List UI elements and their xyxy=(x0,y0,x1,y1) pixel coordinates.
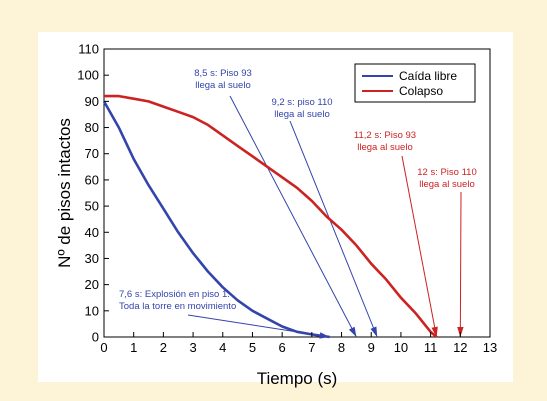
y-tick-label: 30 xyxy=(85,251,99,266)
x-tick-label: 0 xyxy=(100,340,107,355)
series-line-colapso xyxy=(104,94,438,338)
x-axis-label: Tiempo (s) xyxy=(257,369,338,388)
legend: Caída libre Colapso xyxy=(354,63,476,103)
annotation-arrowhead xyxy=(431,326,438,337)
annotation-text: 9,2 s: piso 110 xyxy=(271,97,332,108)
legend-box xyxy=(354,63,476,103)
y-tick-label: 20 xyxy=(85,277,99,292)
x-tick-label: 4 xyxy=(219,340,226,355)
annotation-text: 12 s: Piso 110 xyxy=(417,167,477,178)
legend-label-caida-libre: Caída libre xyxy=(399,69,457,83)
x-tick-label: 10 xyxy=(394,340,408,355)
x-tick-label: 6 xyxy=(279,340,286,355)
x-tick-label: 9 xyxy=(368,340,375,355)
y-tick-label: 110 xyxy=(78,42,99,57)
y-tick-label: 50 xyxy=(85,199,99,214)
annotation-text: 8,5 s: Piso 93 xyxy=(194,68,252,79)
y-tick-label: 60 xyxy=(85,172,99,187)
annotation-text: llega al suelo xyxy=(195,80,250,91)
x-tick-label: 11 xyxy=(424,340,438,355)
y-tick-label: 70 xyxy=(85,146,99,161)
annotation-arrow-line xyxy=(289,120,378,338)
x-tick-label: 1 xyxy=(130,340,137,355)
y-tick-label: 0 xyxy=(92,330,99,345)
series-lines xyxy=(102,94,438,339)
x-axis: 0 1 2 3 4 5 6 7 8 9 10 11 12 13 xyxy=(100,332,497,355)
y-tick-label: 90 xyxy=(85,94,99,109)
annotations: 7,6 s: Explosión en piso 1.Toda la torre… xyxy=(119,68,477,339)
annotation-text: 7,6 s: Explosión en piso 1. xyxy=(119,289,230,300)
x-tick-label: 3 xyxy=(189,340,196,355)
legend-label-colapso: Colapso xyxy=(399,84,443,98)
x-tick-label: 5 xyxy=(249,340,256,355)
annotation-text: llega al suelo xyxy=(419,179,474,190)
x-tick-label: 8 xyxy=(338,340,345,355)
annotation-arrowhead xyxy=(370,326,378,337)
y-tick-label: 100 xyxy=(77,68,99,83)
y-tick-label: 80 xyxy=(85,120,99,135)
x-tick-label: 12 xyxy=(453,340,467,355)
annotation-arrow-line xyxy=(401,155,438,338)
series-line-caida-libre xyxy=(102,100,330,339)
y-tick-label: 10 xyxy=(85,303,99,318)
annotation-text: 11,2 s: Piso 93 xyxy=(354,130,416,141)
y-tick-label: 40 xyxy=(85,225,99,240)
x-tick-label: 13 xyxy=(483,340,497,355)
y-axis-label: Nº de pisos intactos xyxy=(55,118,74,268)
annotation-text: llega al suelo xyxy=(357,142,412,153)
annotation-arrow-line xyxy=(459,191,462,338)
annotation-arrow-line xyxy=(229,95,357,338)
annotation-text: Toda la torre en movimiento xyxy=(119,301,236,312)
annotation-text: llega al suelo xyxy=(274,109,329,120)
y-axis: 0 10 20 30 40 50 60 70 80 90 100 110 xyxy=(77,42,109,345)
plot-frame xyxy=(103,48,491,338)
annotation-arrowhead xyxy=(348,326,357,337)
x-tick-label: 7 xyxy=(308,340,315,355)
x-tick-label: 2 xyxy=(160,340,167,355)
